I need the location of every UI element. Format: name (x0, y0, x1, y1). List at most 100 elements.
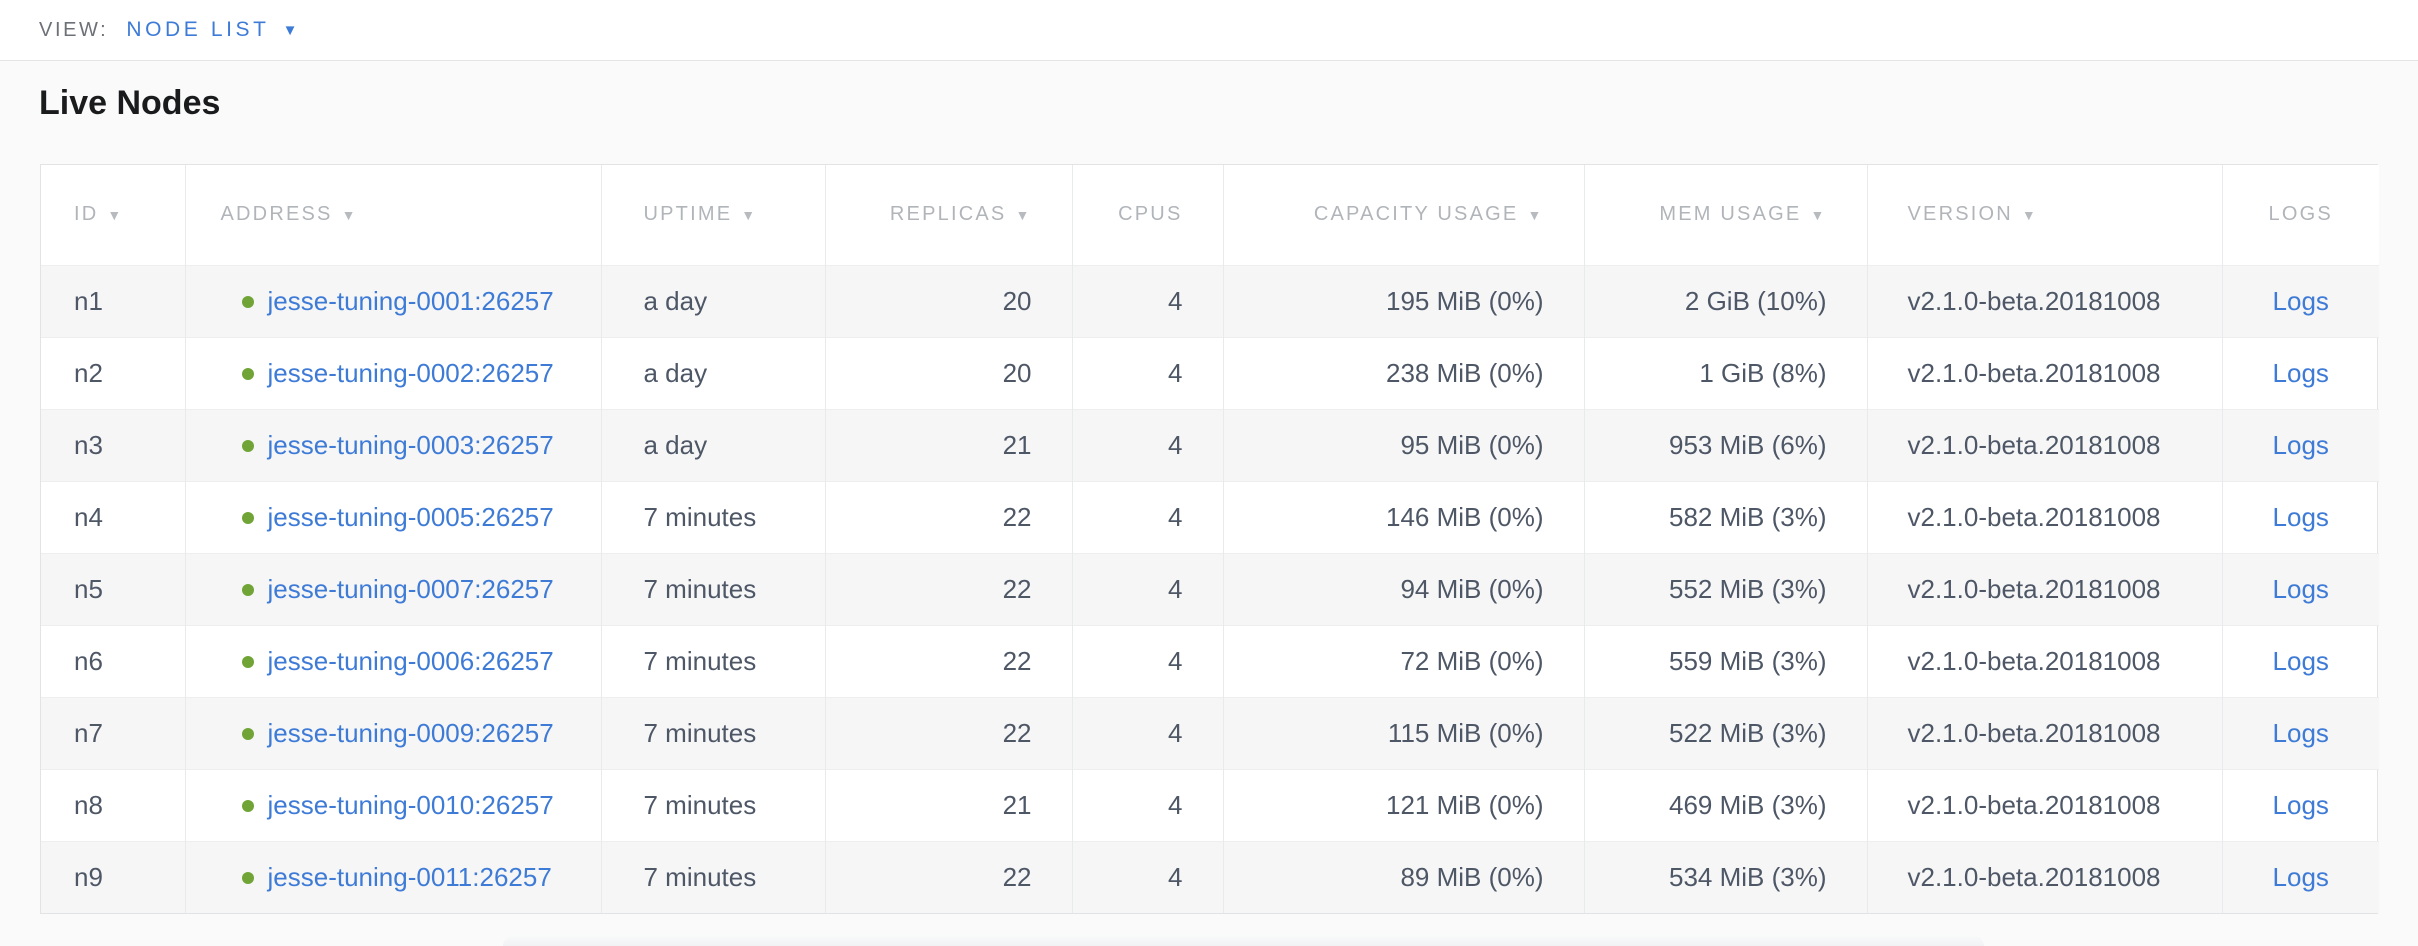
column-header-address[interactable]: ADDRESS ▼ (185, 165, 602, 265)
node-address-cell: jesse-tuning-0006:26257 (185, 625, 602, 697)
logs-link[interactable]: Logs (2272, 645, 2329, 676)
node-live-status-icon (241, 439, 254, 452)
node-id: n8 (74, 789, 103, 820)
node-capacity-usage-cell: 95 MiB (0%) (1223, 409, 1585, 481)
column-header-id[interactable]: ID ▼ (41, 165, 186, 265)
page-title: Live Nodes (39, 84, 221, 122)
node-address-link[interactable]: jesse-tuning-0006:26257 (267, 645, 554, 676)
node-address-link[interactable]: jesse-tuning-0007:26257 (267, 573, 554, 604)
node-logs-cell: Logs (2222, 337, 2379, 409)
column-header-version[interactable]: VERSION ▼ (1867, 165, 2223, 265)
node-address-cell: jesse-tuning-0002:26257 (185, 337, 602, 409)
node-mem-usage-cell: 2 GiB (10%) (1584, 265, 1868, 337)
node-id-cell: n5 (41, 553, 186, 625)
node-capacity-usage-cell: 146 MiB (0%) (1223, 481, 1585, 553)
logs-link[interactable]: Logs (2272, 501, 2329, 532)
node-version-cell: v2.1.0-beta.20181008 (1867, 409, 2223, 481)
node-version-cell: v2.1.0-beta.20181008 (1867, 697, 2223, 769)
node-cpus-cell: 4 (1072, 697, 1224, 769)
node-mem-usage-cell: 534 MiB (3%) (1584, 841, 1868, 913)
logs-link[interactable]: Logs (2272, 357, 2329, 388)
logs-link[interactable]: Logs (2272, 573, 2329, 604)
logs-link[interactable]: Logs (2272, 429, 2329, 460)
sort-desc-icon: ▼ (107, 207, 124, 224)
node-address-link[interactable]: jesse-tuning-0005:26257 (267, 501, 554, 532)
column-header-logs: LOGS (2268, 203, 2333, 226)
node-cpus-cell: 4 (1072, 337, 1224, 409)
node-mem-usage-cell: 552 MiB (3%) (1584, 553, 1868, 625)
chevron-down-icon: ▼ (282, 21, 298, 39)
sort-desc-icon: ▼ (1527, 207, 1544, 224)
node-id-cell: n8 (41, 769, 186, 841)
view-dropdown-value: NODE LIST (126, 18, 270, 41)
node-live-status-icon (241, 799, 254, 812)
column-header-capacity-usage[interactable]: CAPACITY USAGE ▼ (1223, 165, 1585, 265)
table-header-row: ID ▼ ADDRESS ▼ UPTIME ▼ REPLICAS ▼ CPUS CAPA… (41, 165, 2379, 265)
node-id: n4 (74, 501, 103, 532)
node-live-status-icon (241, 511, 254, 524)
logs-link[interactable]: Logs (2272, 789, 2329, 820)
node-id: n7 (74, 717, 103, 748)
column-header-mem-usage[interactable]: MEM USAGE ▼ (1584, 165, 1868, 265)
node-id: n2 (74, 357, 103, 388)
node-uptime-cell: 7 minutes (601, 841, 826, 913)
node-replicas-cell: 22 (825, 553, 1073, 625)
node-logs-cell: Logs (2222, 625, 2379, 697)
node-address-cell: jesse-tuning-0011:26257 (185, 841, 602, 913)
node-mem-usage-cell: 582 MiB (3%) (1584, 481, 1868, 553)
logs-link[interactable]: Logs (2272, 861, 2329, 892)
node-id-cell: n2 (41, 337, 186, 409)
logs-link[interactable]: Logs (2272, 285, 2329, 316)
node-address-cell: jesse-tuning-0003:26257 (185, 409, 602, 481)
node-live-status-icon (241, 871, 254, 884)
node-address-link[interactable]: jesse-tuning-0011:26257 (267, 861, 552, 892)
node-uptime-cell: 7 minutes (601, 697, 826, 769)
table-row: n3 jesse-tuning-0003:26257 a day 21 4 95… (41, 409, 2379, 481)
node-uptime-cell: a day (601, 265, 826, 337)
column-header-replicas[interactable]: REPLICAS ▼ (825, 165, 1073, 265)
view-dropdown[interactable]: NODE LIST ▼ (126, 18, 297, 42)
column-header-cpus: CPUS (1072, 165, 1224, 265)
node-cpus-cell: 4 (1072, 409, 1224, 481)
column-header-uptime[interactable]: UPTIME ▼ (601, 165, 826, 265)
live-nodes-table: ID ▼ ADDRESS ▼ UPTIME ▼ REPLICAS ▼ CPUS CAPA… (41, 165, 2379, 913)
node-version-cell: v2.1.0-beta.20181008 (1867, 841, 2223, 913)
node-capacity-usage-cell: 89 MiB (0%) (1223, 841, 1585, 913)
node-version-cell: v2.1.0-beta.20181008 (1867, 481, 2223, 553)
logs-link[interactable]: Logs (2272, 717, 2329, 748)
node-id-cell: n7 (41, 697, 186, 769)
node-capacity-usage-cell: 72 MiB (0%) (1223, 625, 1585, 697)
node-mem-usage-cell: 1 GiB (8%) (1584, 337, 1868, 409)
node-capacity-usage-cell: 238 MiB (0%) (1223, 337, 1585, 409)
node-id: n5 (74, 573, 103, 604)
node-uptime-cell: 7 minutes (601, 769, 826, 841)
node-address-link[interactable]: jesse-tuning-0001:26257 (267, 285, 554, 316)
node-capacity-usage-cell: 121 MiB (0%) (1223, 769, 1585, 841)
node-cpus-cell: 4 (1072, 841, 1224, 913)
node-uptime-cell: a day (601, 337, 826, 409)
node-live-status-icon (241, 367, 254, 380)
node-capacity-usage-cell: 195 MiB (0%) (1223, 265, 1585, 337)
node-address-link[interactable]: jesse-tuning-0003:26257 (267, 429, 554, 460)
node-address-link[interactable]: jesse-tuning-0009:26257 (267, 717, 554, 748)
node-version-cell: v2.1.0-beta.20181008 (1867, 337, 2223, 409)
node-table-body: n1 jesse-tuning-0001:26257 a day 20 4 19… (41, 265, 2379, 913)
node-address-cell: jesse-tuning-0010:26257 (185, 769, 602, 841)
table-row: n4 jesse-tuning-0005:26257 7 minutes 22 … (41, 481, 2379, 553)
node-uptime-cell: a day (601, 409, 826, 481)
node-version-cell: v2.1.0-beta.20181008 (1867, 553, 2223, 625)
node-replicas-cell: 20 (825, 337, 1073, 409)
table-row: n8 jesse-tuning-0010:26257 7 minutes 21 … (41, 769, 2379, 841)
node-version-cell: v2.1.0-beta.20181008 (1867, 769, 2223, 841)
node-replicas-cell: 20 (825, 265, 1073, 337)
node-mem-usage-cell: 522 MiB (3%) (1584, 697, 1868, 769)
node-address-link[interactable]: jesse-tuning-0010:26257 (267, 789, 554, 820)
table-row: n9 jesse-tuning-0011:26257 7 minutes 22 … (41, 841, 2379, 913)
node-address-link[interactable]: jesse-tuning-0002:26257 (267, 357, 554, 388)
table-row: n2 jesse-tuning-0002:26257 a day 20 4 23… (41, 337, 2379, 409)
view-selector-bar: VIEW: NODE LIST ▼ (0, 0, 2418, 61)
node-id: n1 (74, 285, 103, 316)
node-live-status-icon (241, 727, 254, 740)
node-capacity-usage-cell: 115 MiB (0%) (1223, 697, 1585, 769)
node-cpus-cell: 4 (1072, 481, 1224, 553)
